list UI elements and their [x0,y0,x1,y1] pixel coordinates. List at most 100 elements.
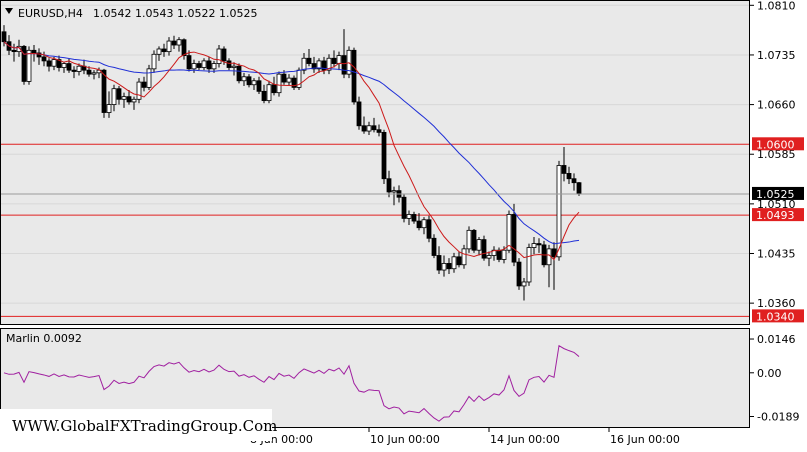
candle-body [191,63,197,70]
candle-body [231,65,237,68]
candle-body [406,214,412,219]
candle-body [256,80,262,92]
candle-body [371,125,377,131]
candle-body [361,125,367,132]
level-price-tag-label: 1.0600 [756,138,795,151]
candle-body [456,256,462,266]
candle-body [346,49,352,75]
price-tick-label: 1.0510 [757,198,796,211]
candle-body [121,96,127,100]
candle-body [176,39,182,46]
candle-body [146,68,152,88]
candle-body [391,190,397,193]
candle-body [576,182,582,195]
candle-body [186,55,192,70]
candle-body [286,77,292,83]
price-pane-border [0,0,750,325]
candle-body [516,261,522,287]
marlin-oscillator-line [3,344,580,422]
level-price-tag [752,208,804,222]
price-tick-label: 1.0660 [757,99,796,112]
price-tick-label: 1.0735 [757,49,796,62]
candle-body [236,65,242,82]
price-pane-background[interactable] [0,0,750,325]
candle-body [506,214,512,251]
candle-body [306,57,312,64]
candle-body [1,31,7,43]
candle-body [526,247,532,283]
level-price-tag [752,309,804,323]
candle-body [501,249,507,260]
candle-body [141,81,147,88]
candle-body [111,88,117,105]
candle-body [291,77,297,88]
candle-body [271,84,277,94]
candle-body [461,248,467,266]
slow-moving-average-line [3,41,580,245]
candle-body [181,39,187,57]
candle-body [571,178,577,184]
candle-body [51,59,57,67]
candle-body [351,49,357,103]
candle-body [366,125,372,132]
candle-body [116,88,122,100]
horizontal-levels[interactable] [0,143,750,317]
candle-body [21,45,27,82]
candle-body [171,40,177,46]
indicator-tick-label: 0.0146 [757,333,796,346]
candle-body [476,239,482,251]
candle-body [511,214,517,263]
candle-body [356,101,362,127]
time-tick-label: 10 Jun 00:00 [370,433,440,446]
candle-body [276,73,282,94]
candle-body [266,84,272,102]
candle-body [321,60,327,71]
candle-body [106,104,112,113]
candle-body [11,49,17,53]
candle-body [536,243,542,246]
candle-body [261,90,267,102]
indicator-tick-label: 0.00 [757,367,782,380]
candle-body [416,220,422,229]
triangle-down-icon[interactable] [5,8,13,14]
watermark-background [0,409,272,441]
candle-body [36,52,42,58]
level-price-tag-label: 1.0493 [756,209,795,222]
candle-body [161,48,167,53]
candle-body [126,96,132,103]
candle-body [431,237,437,256]
candle-body [16,45,22,53]
candle-body [486,255,492,259]
candle-body [521,281,527,287]
candle-body [531,243,537,248]
candle-body [561,165,567,174]
candle-body [336,55,342,64]
candle-body [496,249,502,260]
price-grid [0,4,750,304]
candle-body [556,165,562,258]
candle-body [131,98,137,103]
indicator-label: Marlin 0.0092 [6,332,82,345]
candle-body [386,178,392,193]
price-tick-label: 1.0360 [757,297,796,310]
candle-body [166,40,172,53]
candle-body [71,69,77,72]
time-tick-label: 14 Jun 00:00 [490,433,560,446]
candle-body [311,63,317,70]
candle-body [376,129,382,133]
candle-body [216,48,222,64]
symbol-timeframe-label: EURUSD,H4 [18,7,83,20]
candle-body [41,56,47,62]
candles [1,25,582,301]
candle-body [341,55,347,75]
candle-body [26,49,32,82]
current-price-tag [752,186,804,200]
candle-body [226,60,232,68]
candle-body [156,48,162,55]
fast-moving-average-line [3,41,580,261]
candle-body [151,53,157,70]
candle-body [446,263,452,270]
price-tick-label: 1.0585 [757,148,796,161]
candle-body [31,49,37,54]
